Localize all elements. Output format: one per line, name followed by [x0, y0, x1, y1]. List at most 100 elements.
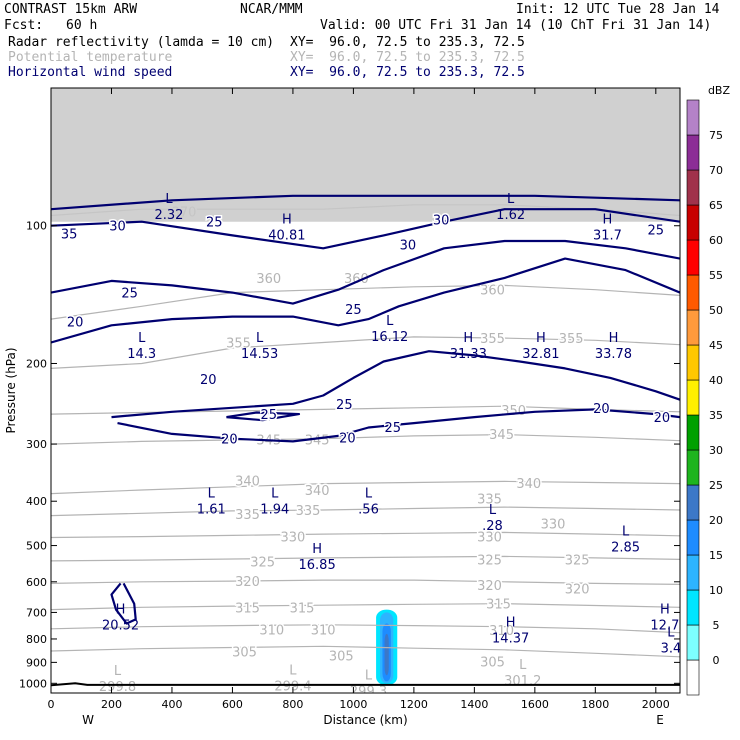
- terrain-line: [50, 682, 680, 687]
- colorbar-swatch-5: [686, 484, 700, 521]
- fcst-value: 60 h: [66, 18, 98, 33]
- theta-extremum-type-1: L: [289, 663, 297, 678]
- wind-extremum-type-7: H: [463, 331, 473, 346]
- field-xy-reflectivity: XY= 96.0, 72.5 to 235.3, 72.5: [290, 35, 525, 50]
- wind-extremum-type-15: H: [312, 542, 322, 557]
- wind-label-6: 25: [121, 287, 138, 302]
- theta-line-325-3: [51, 555, 680, 562]
- field-name-reflectivity: Radar reflectivity (lamda = 10 cm): [8, 35, 275, 50]
- y-tick-label-6: 700: [26, 606, 47, 619]
- theta-line-320-4: [51, 579, 680, 585]
- colorbar-swatch-0: [686, 659, 700, 696]
- valid-time: Valid: 00 UTC Fri 31 Jan 14 (10 ChT Fri …: [320, 18, 712, 33]
- colorbar-swatch-12: [686, 239, 700, 276]
- x-tick-label-6: 1200: [400, 698, 428, 711]
- theta-label-4: 335: [296, 504, 321, 519]
- theta-label-26: 345: [305, 433, 330, 448]
- wind-extremum-value-19: 3.4: [661, 642, 682, 657]
- theta-label-2: 340: [516, 477, 541, 492]
- theta-line-355-10: [51, 336, 680, 369]
- theta-label-14: 320: [565, 582, 590, 597]
- y-tick-label-7: 800: [26, 633, 47, 646]
- theta-line-310-6: [51, 624, 680, 634]
- theta-line-330-2: [51, 531, 680, 539]
- theta-line-335-1: [51, 506, 680, 517]
- colorbar-swatch-6: [686, 449, 700, 486]
- colorbar-swatch-16: [686, 99, 700, 136]
- wind-label-16: 35: [61, 228, 78, 243]
- wind-extremum-value-10: 1.61: [197, 503, 226, 518]
- wind-extremum-type-6: L: [386, 314, 394, 329]
- wind-label-1: 20: [200, 373, 217, 388]
- wind-extremum-value-7: 31.33: [450, 347, 487, 362]
- wind-label-0: 20: [67, 316, 84, 331]
- theta-label-22: 305: [329, 650, 354, 665]
- colorbar-level-30: 30: [709, 444, 723, 457]
- wind-extremum-type-8: H: [536, 331, 546, 346]
- wind-line-20-1: [111, 350, 680, 419]
- wind-label-14: 30: [400, 239, 417, 254]
- x-tick-label-3: 600: [222, 698, 243, 711]
- theta-label-27: 350: [501, 404, 526, 419]
- theta-label-16: 315: [290, 602, 315, 617]
- colorbar-swatch-3: [686, 554, 700, 591]
- wind-extremum-value-5: 14.53: [241, 347, 278, 362]
- colorbar-swatch-8: [686, 379, 700, 416]
- wind-line-20-2: [117, 408, 680, 443]
- wind-extremum-type-16: H: [116, 602, 126, 617]
- wind-extremum-type-14: L: [622, 525, 630, 540]
- theta-label-9: 325: [477, 553, 502, 568]
- wind-extremum-type-5: L: [256, 331, 264, 346]
- theta-label-6: 330: [541, 518, 566, 533]
- theta-label-12: 320: [235, 575, 260, 590]
- colorbar-swatch-4: [686, 519, 700, 556]
- theta-label-15: 315: [235, 602, 260, 617]
- theta-label-20: 310: [489, 624, 514, 639]
- wind-label-3: 20: [339, 431, 356, 446]
- colorbar-level-70: 70: [709, 164, 723, 177]
- theta-label-13: 320: [477, 579, 502, 594]
- y-tick-label-9: 1000: [19, 677, 47, 690]
- wind-label-8: 25: [336, 398, 353, 413]
- theta-extremum-value-3: 301.2: [504, 674, 541, 689]
- wind-label-4: 20: [593, 402, 610, 417]
- theta-label-31: 360: [256, 272, 281, 287]
- wind-extremum-value-14: 2.85: [611, 541, 640, 556]
- colorbar-level-75: 75: [709, 129, 723, 142]
- wind-extremum-value-9: 33.78: [595, 347, 632, 362]
- wind-extremum-value-16: 20.52: [102, 618, 139, 633]
- colorbar-level-40: 40: [709, 374, 723, 387]
- x-axis-label: Distance (km): [323, 713, 407, 727]
- wind-label-15: 30: [433, 214, 450, 229]
- theta-label-3: 335: [477, 493, 502, 508]
- theta-label-33: 360: [480, 284, 505, 299]
- wind-extremum-value-1: 40.81: [268, 229, 305, 244]
- y-tick-label-5: 600: [26, 576, 47, 589]
- wind-extremum-value-15: 16.85: [299, 558, 336, 573]
- wind-extremum-value-11: 1.94: [260, 503, 289, 518]
- wind-extremum-type-18: H: [660, 602, 670, 617]
- theta-label-0: 340: [305, 484, 330, 499]
- wind-label-10: 25: [260, 408, 277, 423]
- wind-extremum-value-2: 1.62: [496, 208, 525, 223]
- colorbar-swatch-14: [686, 169, 700, 206]
- theta-label-21: 305: [232, 646, 257, 661]
- x-tick-label-0: 0: [48, 698, 55, 711]
- theta-label-7: 330: [477, 531, 502, 546]
- wind-extremum-value-12: .56: [358, 503, 379, 518]
- colorbar-swatch-7: [686, 414, 700, 451]
- theta-extremum-type-2: L: [365, 668, 373, 683]
- wind-label-5: 20: [654, 411, 671, 426]
- theta-line-360-11: [51, 284, 680, 320]
- y-tick-label-3: 400: [26, 495, 47, 508]
- theta-extremum-type-0: L: [114, 664, 122, 679]
- east-endpoint-label: E: [656, 713, 664, 727]
- wind-line-20-7: [110, 582, 137, 625]
- theta-label-17: 315: [486, 598, 511, 613]
- colorbar-level-20: 20: [709, 514, 723, 527]
- theta-extremum-value-2: 299.3: [350, 684, 387, 699]
- wind-extremum-type-10: L: [208, 487, 216, 502]
- field-xy-wind: XY= 96.0, 72.5 to 235.3, 72.5: [290, 65, 525, 80]
- wind-label-9: 25: [384, 421, 401, 436]
